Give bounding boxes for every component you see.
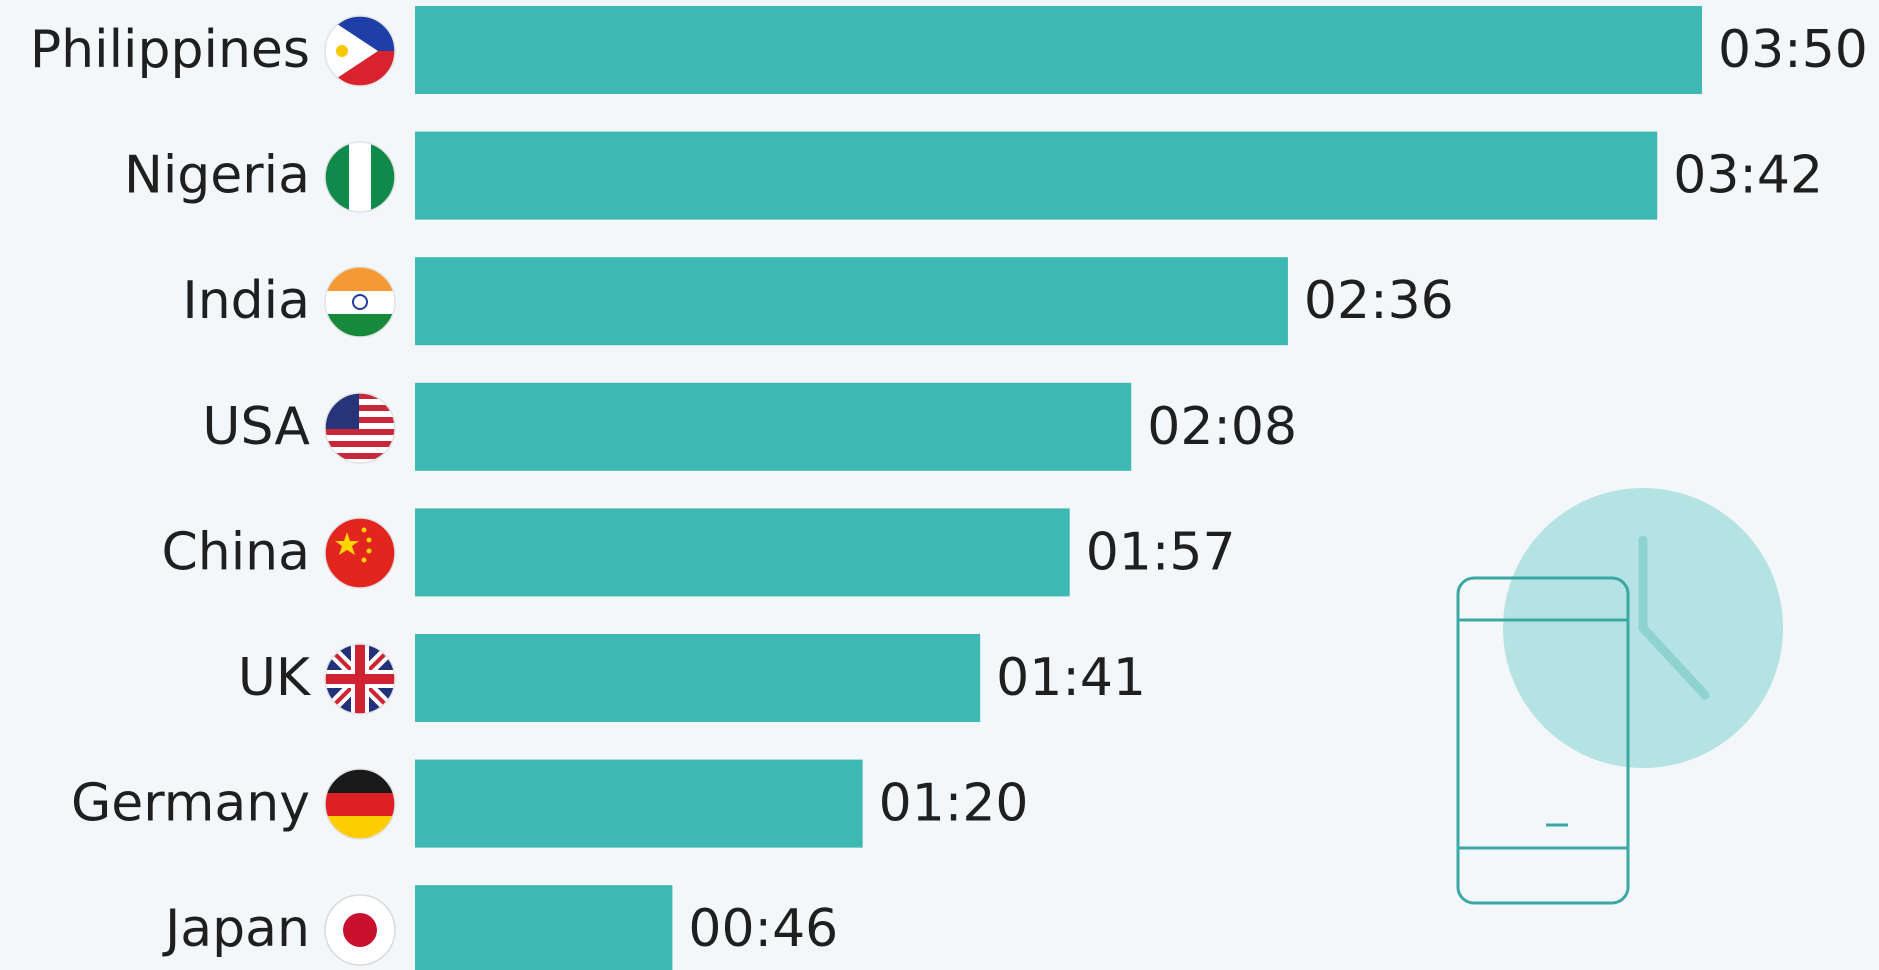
phone-clock-icon — [1456, 488, 1783, 905]
clock-hand-icon — [1638, 623, 1710, 700]
category-label: India — [182, 271, 310, 331]
category-label: China — [161, 522, 310, 582]
phone-outline-icon — [1456, 576, 1630, 905]
flag-border — [324, 266, 396, 338]
value-label: 03:42 — [1673, 146, 1823, 206]
category-label: Nigeria — [124, 146, 310, 206]
bar-india — [415, 257, 1288, 346]
category-label: UK — [238, 648, 312, 708]
flag-border — [324, 643, 396, 715]
bar-philippines — [415, 6, 1702, 94]
value-label: 02:08 — [1147, 397, 1297, 457]
value-label: 01:41 — [996, 648, 1146, 708]
value-label: 01:57 — [1086, 522, 1236, 582]
bar-nigeria — [415, 131, 1658, 220]
value-label: 00:46 — [688, 899, 838, 959]
usa-flag-icon — [325, 393, 395, 463]
bar-china — [415, 508, 1070, 597]
bar-uk — [415, 634, 981, 722]
value-label: 01:20 — [879, 774, 1029, 834]
value-label: 02:36 — [1304, 271, 1454, 331]
category-label: Germany — [71, 774, 310, 834]
bars-layer: Philippines 03:50 Nigeria 03:42 India 02:36 US… — [30, 6, 1868, 970]
flag-border — [324, 392, 396, 464]
germany-flag-icon — [325, 769, 395, 839]
uk-flag-icon — [325, 644, 395, 714]
category-label: Japan — [162, 899, 310, 959]
flag-border — [324, 894, 396, 966]
flag-border — [324, 517, 396, 589]
category-label: Philippines — [30, 20, 310, 80]
flag-border — [324, 768, 396, 840]
bar-usa — [415, 382, 1132, 471]
category-label: USA — [202, 397, 310, 457]
bar-germany — [415, 759, 863, 848]
flags-layer — [324, 15, 396, 966]
china-flag-icon — [325, 518, 395, 588]
india-flag-icon — [325, 267, 395, 337]
value-label: 03:50 — [1718, 20, 1868, 80]
flag-border — [324, 141, 396, 213]
bar-japan — [415, 885, 673, 970]
japan-flag-icon — [325, 895, 395, 965]
flag-border — [324, 15, 396, 87]
